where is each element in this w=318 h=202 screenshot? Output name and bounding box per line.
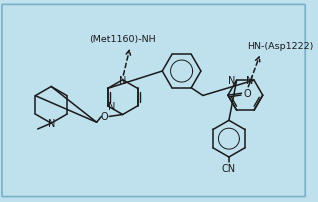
Text: N: N — [47, 119, 55, 128]
Text: HN-(Asp1222): HN-(Asp1222) — [247, 42, 313, 51]
Text: CN: CN — [222, 163, 236, 173]
Text: O: O — [244, 89, 251, 99]
Text: N: N — [119, 75, 126, 85]
Text: (Met1160)-NH: (Met1160)-NH — [89, 35, 156, 43]
Text: N: N — [245, 76, 253, 86]
Text: N: N — [228, 76, 236, 86]
Text: O: O — [100, 112, 108, 122]
Text: N: N — [108, 101, 115, 111]
